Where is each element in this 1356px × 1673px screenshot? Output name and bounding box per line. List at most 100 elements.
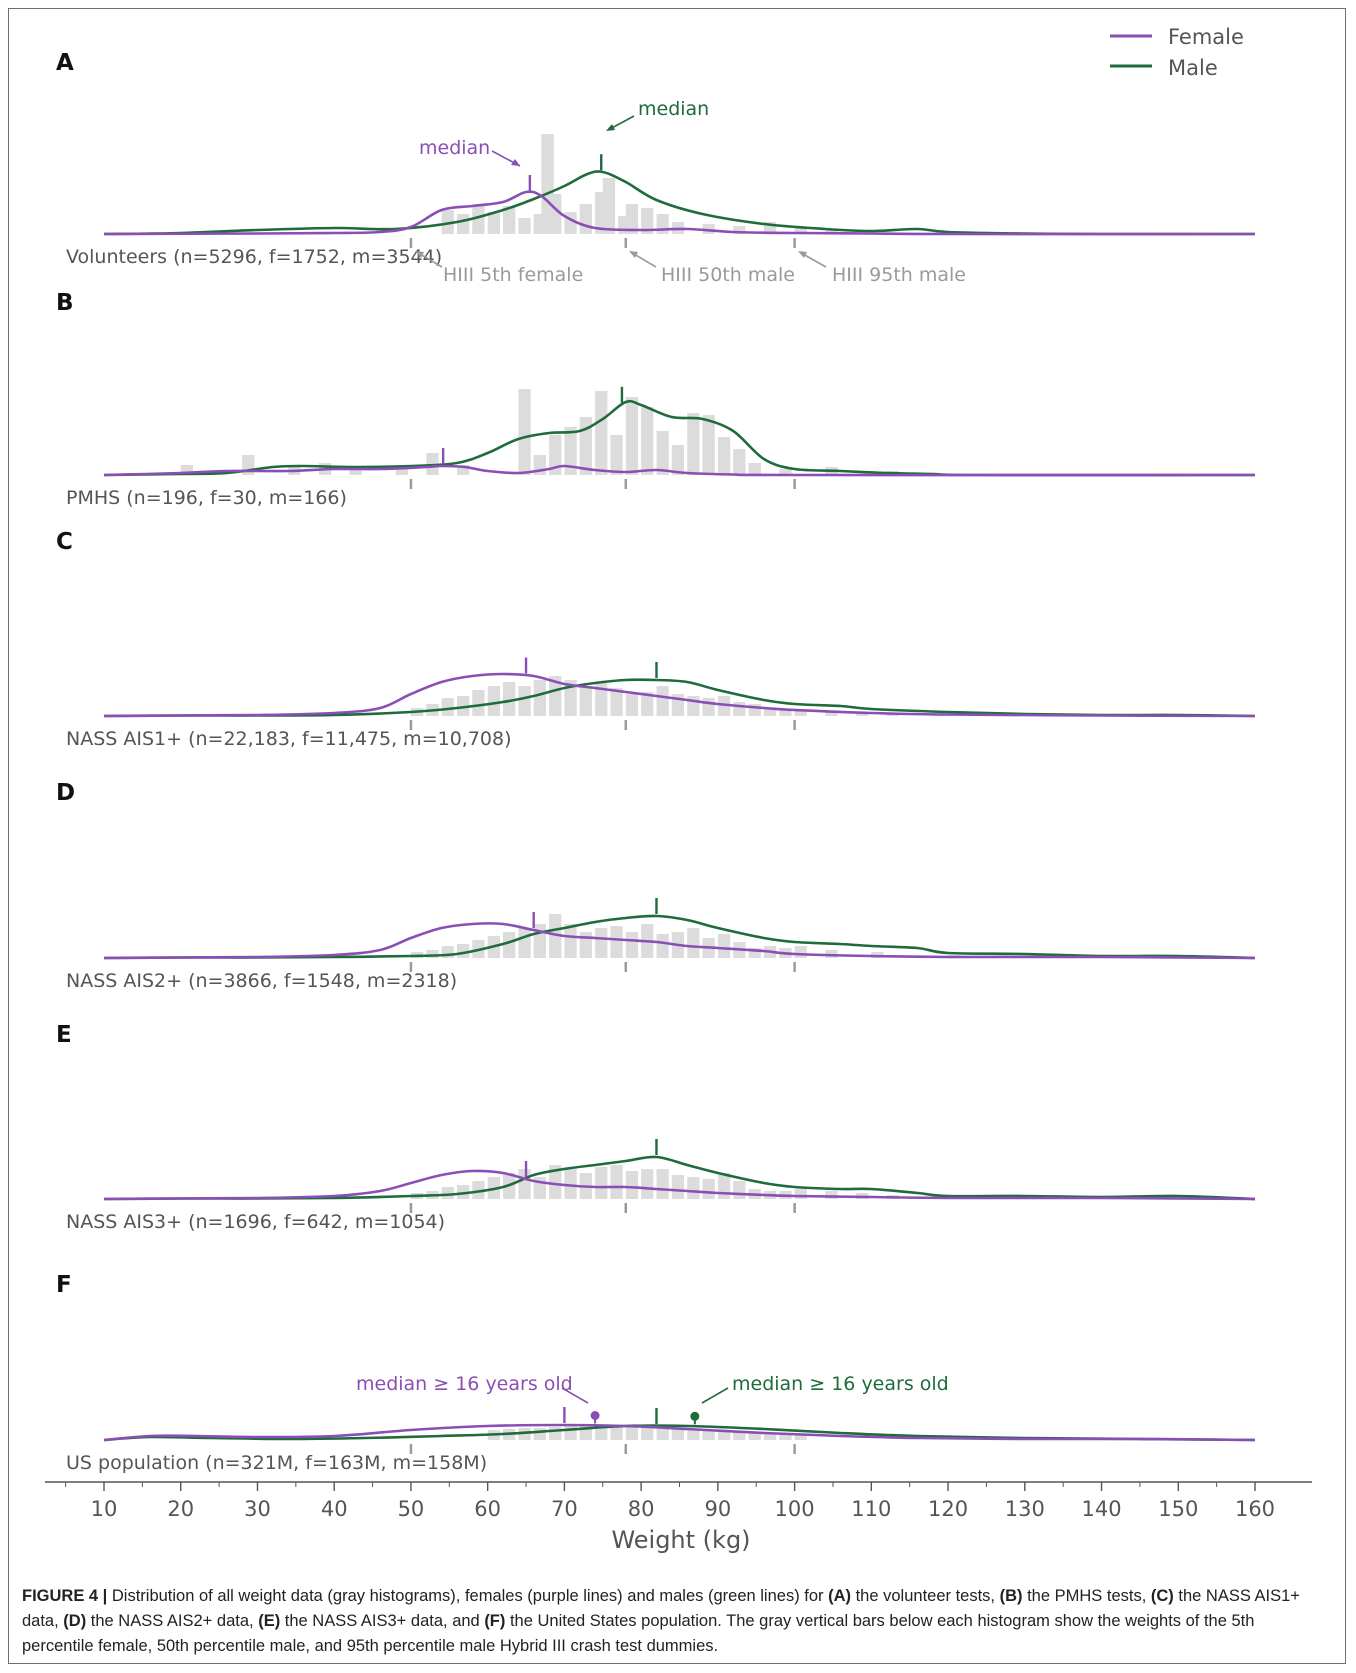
histogram-bar — [641, 692, 654, 716]
x-tick-label: 140 — [1081, 1497, 1121, 1521]
panel-label: US population (n=321M, f=163M, m=158M) — [66, 1452, 487, 1474]
histogram-bar — [487, 212, 500, 234]
histogram-bar — [641, 208, 654, 234]
histogram-bar — [579, 686, 592, 716]
histogram-bar — [687, 413, 700, 475]
caption-text-b: the PMHS tests, — [1022, 1587, 1151, 1605]
male-median-16-label: median ≥ 16 years old — [732, 1373, 949, 1395]
histogram-bar — [579, 932, 592, 958]
histogram-bar — [180, 465, 193, 475]
histogram-bar — [441, 698, 454, 716]
histogram-bar — [656, 1428, 669, 1440]
reference-arrow-5th-female — [419, 253, 443, 268]
histogram-bar — [671, 445, 685, 475]
histogram-bar — [472, 690, 485, 716]
histogram-bar — [564, 427, 577, 475]
histogram-bar — [671, 1175, 685, 1199]
caption-ref-e: (E) — [258, 1612, 281, 1630]
male-median-label: median — [638, 98, 709, 120]
histogram-bar — [717, 696, 731, 716]
histogram-bar — [595, 1167, 608, 1199]
x-tick-label: 90 — [704, 1497, 731, 1521]
x-tick-label: 110 — [851, 1497, 891, 1521]
histogram-bar — [702, 698, 715, 716]
histogram-bar — [426, 950, 439, 958]
male-density-line — [103, 914, 1256, 960]
histogram-bar — [579, 204, 592, 234]
legend-female-label: Female — [1168, 25, 1244, 49]
histogram-bar — [610, 435, 623, 475]
histogram-bar — [610, 688, 623, 716]
x-tick-label: 80 — [628, 1497, 655, 1521]
female-density-line — [103, 1423, 1256, 1442]
histogram-bar — [794, 710, 807, 716]
histogram-bar — [549, 676, 562, 716]
histogram-bar — [487, 686, 500, 716]
histogram-bar — [794, 1434, 807, 1440]
histogram-bar — [625, 694, 639, 716]
female-median-label: median — [419, 137, 490, 159]
histogram-bar — [794, 1189, 807, 1199]
x-tick-label: 10 — [91, 1497, 118, 1521]
panel-label: NASS AIS3+ (n=1696, f=642, m=1054) — [66, 1211, 445, 1233]
histogram-bar — [503, 206, 516, 234]
histogram-bar — [549, 435, 562, 475]
caption-text-f: the United States population. The gray v… — [22, 1612, 1255, 1655]
caption-prefix: FIGURE 4 | — [22, 1587, 108, 1605]
x-tick-label: 150 — [1158, 1497, 1198, 1521]
female-median-16-arrow — [561, 1387, 589, 1404]
histogram-bar — [564, 212, 577, 234]
histogram-bar — [549, 914, 562, 958]
histogram — [410, 676, 1191, 716]
histogram-bar — [748, 1432, 761, 1440]
histogram-bar — [733, 449, 746, 475]
histogram-bar — [564, 1167, 577, 1199]
reference-arrowhead-50th-male — [629, 251, 638, 258]
male-density-line — [103, 678, 1256, 718]
histogram-bar — [595, 1426, 608, 1440]
panel-b: B PMHS (n=196, f=30, m=166) — [56, 290, 1256, 509]
histogram-bar — [794, 946, 807, 958]
histogram-bar — [641, 1169, 654, 1199]
histogram-bar — [595, 928, 608, 958]
female-density-line — [103, 922, 1256, 960]
caption-ref-c: (C) — [1150, 1587, 1174, 1605]
x-tick-label: 30 — [244, 1497, 271, 1521]
panel-a-annotations: median median HIII 5th female HIII 50th … — [415, 98, 966, 286]
histogram-bar — [533, 680, 546, 716]
female-density-line — [103, 464, 1256, 477]
x-axis: Weight (kg) 10 20 30 40 50 60 70 80 90 100 110 120 1… — [45, 1481, 1312, 1554]
male-density-line — [103, 170, 1256, 236]
panel-letter: D — [56, 780, 75, 806]
histogram-bar — [564, 924, 577, 958]
histogram-bar — [441, 210, 454, 234]
male-median-16-arrow — [701, 1387, 729, 1404]
figure-caption: FIGURE 4 | Distribution of all weight da… — [22, 1584, 1322, 1659]
panel-letter: B — [56, 290, 74, 316]
histogram-bar — [579, 417, 592, 475]
female-median-arrowhead — [511, 159, 520, 166]
panel-letter: C — [56, 529, 73, 555]
histogram-bar — [717, 437, 731, 475]
reference-arrow-95th-male — [802, 253, 827, 268]
histogram-bar — [748, 463, 761, 475]
histogram-bar — [625, 932, 639, 958]
histogram-bar — [641, 407, 654, 475]
caption-ref-b: (B) — [999, 1587, 1023, 1605]
histogram-bar — [610, 1165, 623, 1199]
histogram-bar — [687, 1177, 700, 1199]
histogram-bar — [503, 682, 516, 716]
histogram-bar — [641, 1427, 654, 1440]
reference-arrow-50th-male — [633, 253, 657, 268]
panel-label: NASS AIS1+ (n=22,183, f=11,475, m=10,708… — [66, 728, 512, 750]
panel-f-annotations: median ≥ 16 years old median ≥ 16 years … — [356, 1373, 949, 1404]
histogram-bar — [702, 1179, 715, 1199]
histogram-bar — [518, 1169, 531, 1199]
panel-d: D NASS AIS2+ (n=3866, f=1548, m=2318) — [56, 780, 1256, 992]
panel-letter: E — [56, 1022, 72, 1048]
histogram-bar — [503, 932, 516, 958]
histogram-bar — [472, 1181, 485, 1199]
histogram-bar — [733, 226, 746, 234]
histogram-bar — [733, 702, 746, 716]
x-tick-label: 160 — [1235, 1497, 1275, 1521]
